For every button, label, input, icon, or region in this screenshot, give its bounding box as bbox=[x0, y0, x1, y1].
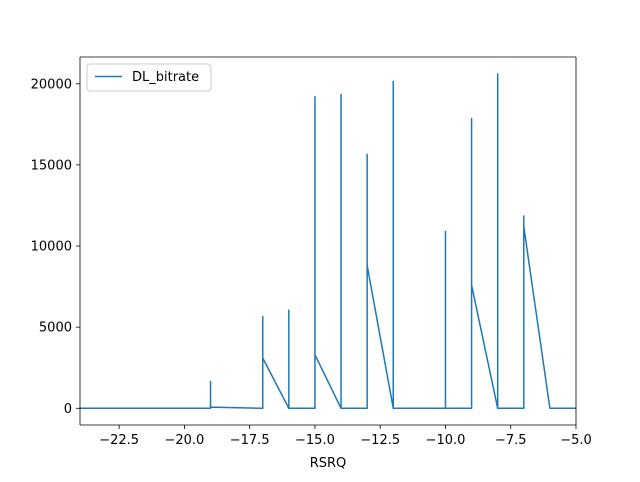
legend: DL_bitrate bbox=[86, 63, 212, 92]
plot-area-background bbox=[80, 57, 576, 425]
x-tick-label: −7.5 bbox=[495, 433, 527, 448]
y-tick-label: 20000 bbox=[31, 77, 72, 92]
axes-frame bbox=[79, 56, 577, 426]
legend-frame bbox=[86, 63, 212, 92]
y-axis-ticks: 0 5000 10000 15000 20000 bbox=[31, 77, 80, 417]
x-tick-label: −12.5 bbox=[360, 433, 400, 448]
legend-label: DL_bitrate bbox=[132, 70, 199, 85]
x-tick-label: −22.5 bbox=[99, 433, 139, 448]
x-axis-ticks: −22.5 −20.0 −17.5 −15.0 −12.5 −10.0 −7.5 −5.0 bbox=[99, 425, 592, 448]
y-tick-label: 5000 bbox=[39, 321, 72, 336]
series-layer bbox=[80, 73, 576, 410]
x-tick-label: −15.0 bbox=[295, 433, 335, 448]
x-axis-label: RSRQ bbox=[310, 456, 347, 471]
series-line-0 bbox=[80, 73, 576, 410]
x-tick-label: −17.5 bbox=[230, 433, 270, 448]
y-tick-label: 10000 bbox=[31, 240, 72, 255]
y-tick-label: 0 bbox=[64, 402, 72, 417]
x-tick-label: −20.0 bbox=[164, 433, 204, 448]
x-tick-label: −10.0 bbox=[426, 433, 466, 448]
y-tick-label: 15000 bbox=[31, 158, 72, 173]
x-tick-label: −5.0 bbox=[560, 433, 592, 448]
